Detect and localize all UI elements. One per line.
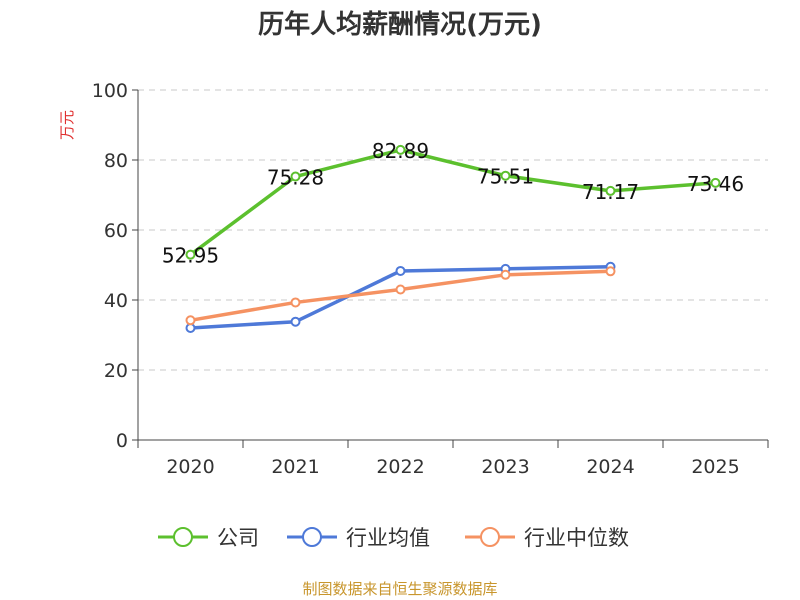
- legend-label: 行业均值: [346, 526, 430, 550]
- data-point: [395, 284, 406, 295]
- data-point: [290, 316, 301, 327]
- legend-label: 行业中位数: [524, 526, 629, 550]
- x-tick-label: 2021: [271, 456, 319, 478]
- legend-marker: [480, 527, 500, 547]
- legend-marker: [302, 527, 322, 547]
- data-point: [500, 170, 511, 181]
- data-point: [185, 249, 196, 260]
- y-tick-label: 80: [104, 150, 128, 172]
- data-point: [395, 144, 406, 155]
- chart-title: 历年人均薪酬情况(万元): [258, 10, 542, 40]
- y-tick-label: 20: [104, 360, 128, 382]
- y-tick-label: 60: [104, 220, 128, 242]
- data-point: [605, 185, 616, 196]
- axes: 0 20 40 60 80 100 万元 2020 2021 2022 2023 2024 2025: [58, 80, 769, 478]
- x-tick-label: 2023: [481, 456, 529, 478]
- data-label: 52.95: [162, 244, 219, 268]
- y-axis-unit-label: 万元: [58, 110, 76, 140]
- y-tick-label: 100: [92, 80, 128, 102]
- data-point: [500, 269, 511, 280]
- data-point: [605, 266, 616, 277]
- data-point: [185, 315, 196, 326]
- series-line: [190, 269, 611, 323]
- x-tick-label: 2020: [166, 456, 214, 478]
- data-labels: 52.95 75.28 82.89 75.51 71.17 73.46: [162, 139, 744, 268]
- y-tick-label: 0: [116, 430, 128, 452]
- data-label: 75.51: [477, 165, 534, 189]
- legend: 公司 行业均值 行业中位数: [158, 526, 629, 550]
- x-tick-label: 2022: [376, 456, 424, 478]
- data-label: 75.28: [267, 166, 324, 190]
- data-point: [395, 265, 406, 276]
- data-label: 71.17: [582, 180, 639, 204]
- x-tick-label: 2024: [586, 456, 634, 478]
- data-label: 82.89: [372, 139, 429, 163]
- data-point: [290, 297, 301, 308]
- source-note: 制图数据来自恒生聚源数据库: [302, 580, 498, 598]
- y-tick-label: 40: [104, 290, 128, 312]
- series-line: [189, 148, 716, 257]
- data-label: 73.46: [687, 172, 744, 196]
- data-point: [710, 177, 721, 188]
- series-lines: [185, 144, 721, 333]
- grid-lines: [138, 89, 768, 371]
- x-tick-label: 2025: [691, 456, 739, 478]
- legend-label: 公司: [217, 526, 259, 550]
- data-point: [290, 171, 301, 182]
- legend-marker: [173, 527, 193, 547]
